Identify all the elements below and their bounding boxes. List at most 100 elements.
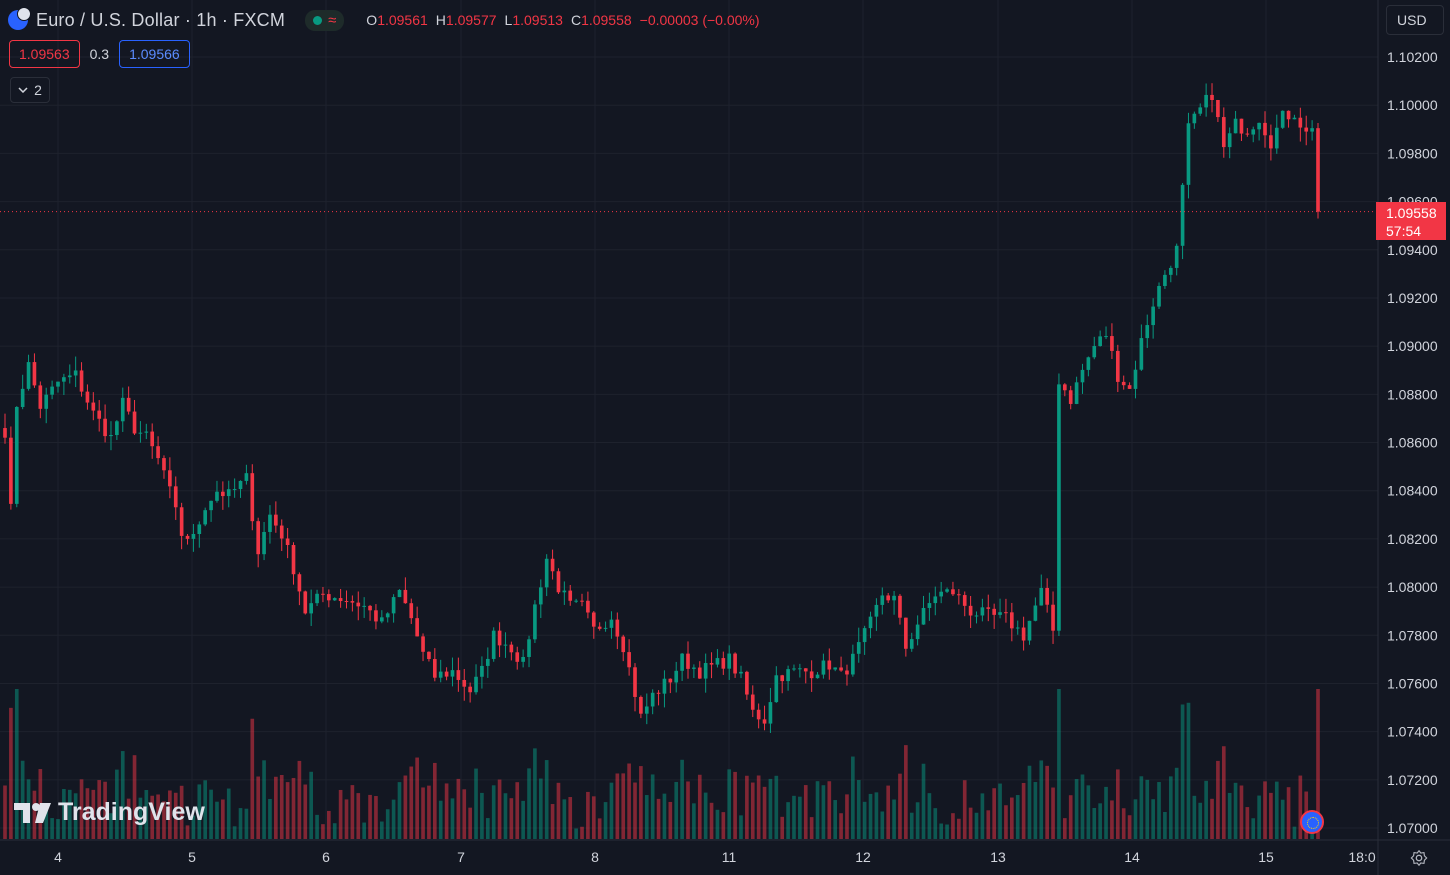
candle-body (1168, 267, 1173, 275)
gear-icon[interactable] (1410, 849, 1428, 867)
volume-bar (586, 791, 590, 839)
candle-body (833, 667, 838, 670)
volume-bar (786, 802, 790, 839)
candle-body (656, 692, 661, 694)
candle-body (126, 397, 131, 412)
volume-bar (1168, 776, 1173, 839)
candle-body (980, 607, 985, 616)
volume-bar (745, 775, 749, 839)
candle-body (1280, 110, 1285, 128)
candle-body (385, 613, 390, 618)
candle-body (1074, 382, 1079, 404)
candle-body (750, 694, 755, 710)
volume-bar (1133, 799, 1138, 839)
volume-bar (1092, 807, 1097, 839)
candle-body (568, 590, 573, 601)
candle-body (1292, 117, 1297, 120)
candle-body (103, 418, 107, 437)
volume-bar (862, 801, 867, 839)
candle-body (703, 663, 708, 679)
volume-bar (327, 810, 331, 839)
volume-bar (1221, 746, 1226, 839)
volume-bar (1098, 803, 1102, 839)
volume-bar (109, 813, 113, 839)
price-tick-label: 1.08000 (1387, 579, 1438, 595)
volume-bar (562, 799, 567, 839)
candle-body (97, 410, 102, 419)
candle-body (209, 500, 213, 511)
candle-body (85, 391, 90, 403)
candle-body (256, 521, 261, 555)
volume-bar (1198, 802, 1203, 839)
volume-bar (904, 745, 908, 839)
volume-bar (1110, 800, 1114, 839)
candle-body (591, 612, 596, 627)
candle-body (185, 535, 190, 539)
volume-bar (1269, 792, 1273, 839)
candle-body (615, 619, 620, 637)
sell-button[interactable]: 1.09563 (9, 40, 80, 68)
volume-bar (162, 801, 166, 839)
currency-button[interactable]: USD (1386, 5, 1444, 35)
candle-body (409, 603, 414, 619)
indicators-toggle-button[interactable]: 2 (10, 77, 50, 103)
candle-body (285, 538, 290, 546)
candle-body (1274, 127, 1279, 149)
volume-bar (839, 813, 843, 839)
candle-body (226, 489, 231, 497)
quote-row: 1.09563 0.3 1.09566 (9, 40, 190, 68)
candle-body (356, 602, 361, 607)
candle-body (1086, 357, 1091, 370)
candle-body (1163, 274, 1167, 286)
volume-bar (1274, 781, 1279, 839)
candle-body (968, 605, 973, 616)
volume-bar (556, 782, 561, 839)
tradingview-logo[interactable]: TradingView (14, 798, 205, 827)
volume-bar (67, 789, 72, 839)
eu-event-icon[interactable] (1300, 810, 1324, 834)
candle-body (1216, 100, 1220, 118)
candle-body (739, 671, 743, 674)
price-tick-label: 1.09000 (1387, 338, 1438, 354)
candle-body (274, 514, 278, 526)
candle-body (173, 486, 178, 508)
candle-body (391, 597, 396, 614)
volume-bar (1121, 808, 1126, 839)
candle-body (79, 370, 84, 392)
volume-bar (232, 826, 237, 839)
candle-body (1021, 627, 1026, 641)
candle-body (438, 671, 443, 678)
volume-bar (379, 821, 384, 839)
low-value: 1.09513 (512, 12, 563, 28)
volume-bar (356, 793, 361, 839)
candle-body (14, 406, 19, 504)
market-status[interactable]: ≈ (305, 9, 345, 31)
candle-body (603, 627, 608, 629)
volume-bar (957, 818, 961, 839)
volume-bar (191, 815, 196, 839)
candle-body (403, 589, 408, 604)
volume-bar (527, 768, 531, 839)
volume-bar (1115, 769, 1120, 839)
volume-bar (509, 798, 514, 839)
close-value: 1.09558 (581, 12, 632, 28)
candle-body (374, 610, 378, 622)
symbol-title[interactable]: Euro / U.S. Dollar · 1h · FXCM (36, 9, 286, 30)
candle-body (1092, 346, 1097, 358)
candle-body (1298, 117, 1303, 128)
candle-body (1033, 605, 1038, 621)
candle-body (120, 397, 125, 422)
candle-body (774, 675, 779, 703)
candle-body (20, 388, 25, 407)
candle-body (951, 589, 955, 595)
volume-bar (279, 775, 284, 839)
candle-body (674, 670, 679, 683)
candle-body (827, 660, 832, 670)
volume-bar (444, 783, 449, 839)
time-tick-label: 4 (54, 849, 62, 865)
buy-button[interactable]: 1.09566 (119, 40, 190, 68)
time-tick-label: 15 (1258, 849, 1274, 865)
candle-body (1180, 184, 1185, 246)
candle-body (892, 595, 896, 601)
